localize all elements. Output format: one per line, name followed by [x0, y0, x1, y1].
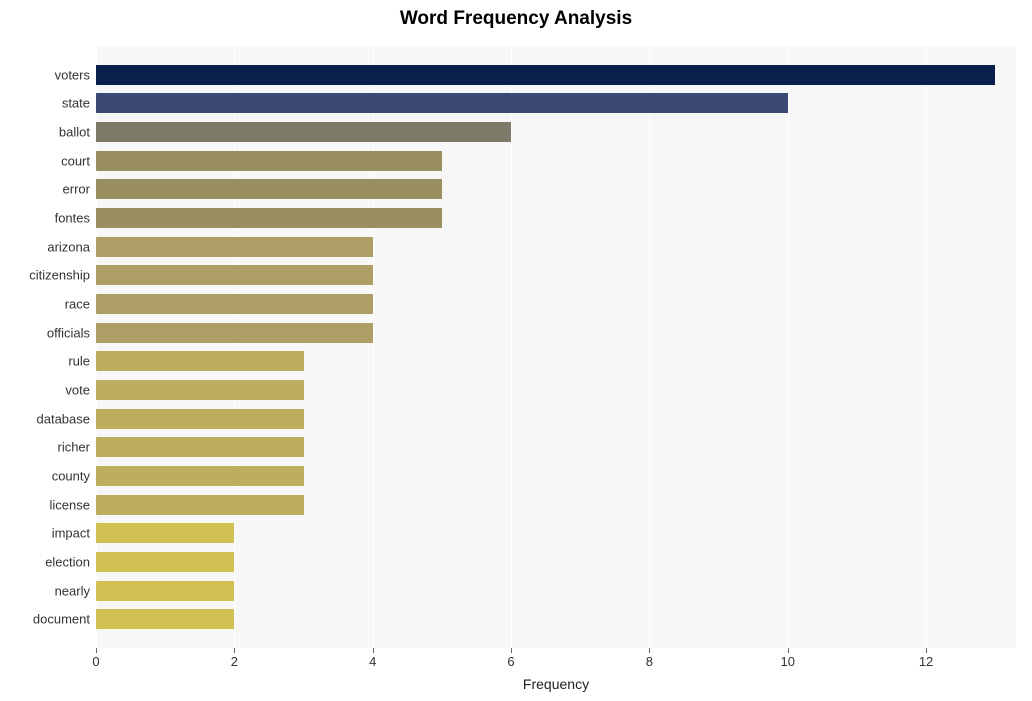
y-tick-label: document	[33, 612, 90, 627]
y-tick-label: voters	[55, 67, 90, 82]
bar	[96, 294, 373, 314]
bar	[96, 179, 442, 199]
x-tick-mark	[788, 648, 789, 653]
y-tick-label: fontes	[55, 211, 90, 226]
y-tick-label: citizenship	[29, 268, 90, 283]
bar	[96, 351, 304, 371]
x-tick-mark	[234, 648, 235, 653]
bar	[96, 323, 373, 343]
y-tick-label: county	[52, 469, 90, 484]
x-tick-mark	[926, 648, 927, 653]
y-tick-label: ballot	[59, 125, 90, 140]
x-tick-label: 0	[92, 654, 99, 669]
bar	[96, 93, 788, 113]
bar	[96, 151, 442, 171]
x-tick-label: 12	[919, 654, 933, 669]
x-tick-mark	[649, 648, 650, 653]
bar	[96, 409, 304, 429]
y-tick-label: database	[37, 411, 91, 426]
x-tick-label: 8	[646, 654, 653, 669]
bar	[96, 265, 373, 285]
bar	[96, 437, 304, 457]
bar	[96, 237, 373, 257]
bar	[96, 495, 304, 515]
grid-line	[926, 46, 927, 648]
x-tick-mark	[511, 648, 512, 653]
chart-title: Word Frequency Analysis	[0, 8, 1032, 30]
y-tick-label: rule	[68, 354, 90, 369]
y-tick-label: election	[45, 555, 90, 570]
x-tick-label: 4	[369, 654, 376, 669]
bar	[96, 609, 234, 629]
x-tick-label: 6	[507, 654, 514, 669]
x-tick-label: 2	[231, 654, 238, 669]
bar	[96, 523, 234, 543]
grid-line	[649, 46, 650, 648]
x-tick-label: 10	[780, 654, 794, 669]
y-tick-label: vote	[65, 383, 90, 398]
x-tick-mark	[96, 648, 97, 653]
grid-line	[511, 46, 512, 648]
y-tick-label: nearly	[55, 583, 90, 598]
bar	[96, 208, 442, 228]
y-tick-label: officials	[47, 325, 90, 340]
bar	[96, 380, 304, 400]
y-tick-label: richer	[57, 440, 90, 455]
bar	[96, 581, 234, 601]
bar	[96, 552, 234, 572]
bar	[96, 466, 304, 486]
x-tick-mark	[373, 648, 374, 653]
bar	[96, 122, 511, 142]
y-tick-label: state	[62, 96, 90, 111]
y-tick-label: arizona	[47, 239, 90, 254]
y-tick-label: court	[61, 153, 90, 168]
x-axis-label: Frequency	[96, 676, 1016, 692]
word-frequency-chart: Word Frequency Analysis Frequency 024681…	[0, 8, 1032, 701]
y-tick-label: license	[50, 497, 90, 512]
y-tick-label: impact	[52, 526, 90, 541]
y-tick-label: error	[63, 182, 90, 197]
y-tick-label: race	[65, 297, 90, 312]
plot-area: Frequency 024681012votersstateballotcour…	[96, 46, 1016, 648]
bar	[96, 65, 995, 85]
grid-line	[788, 46, 789, 648]
